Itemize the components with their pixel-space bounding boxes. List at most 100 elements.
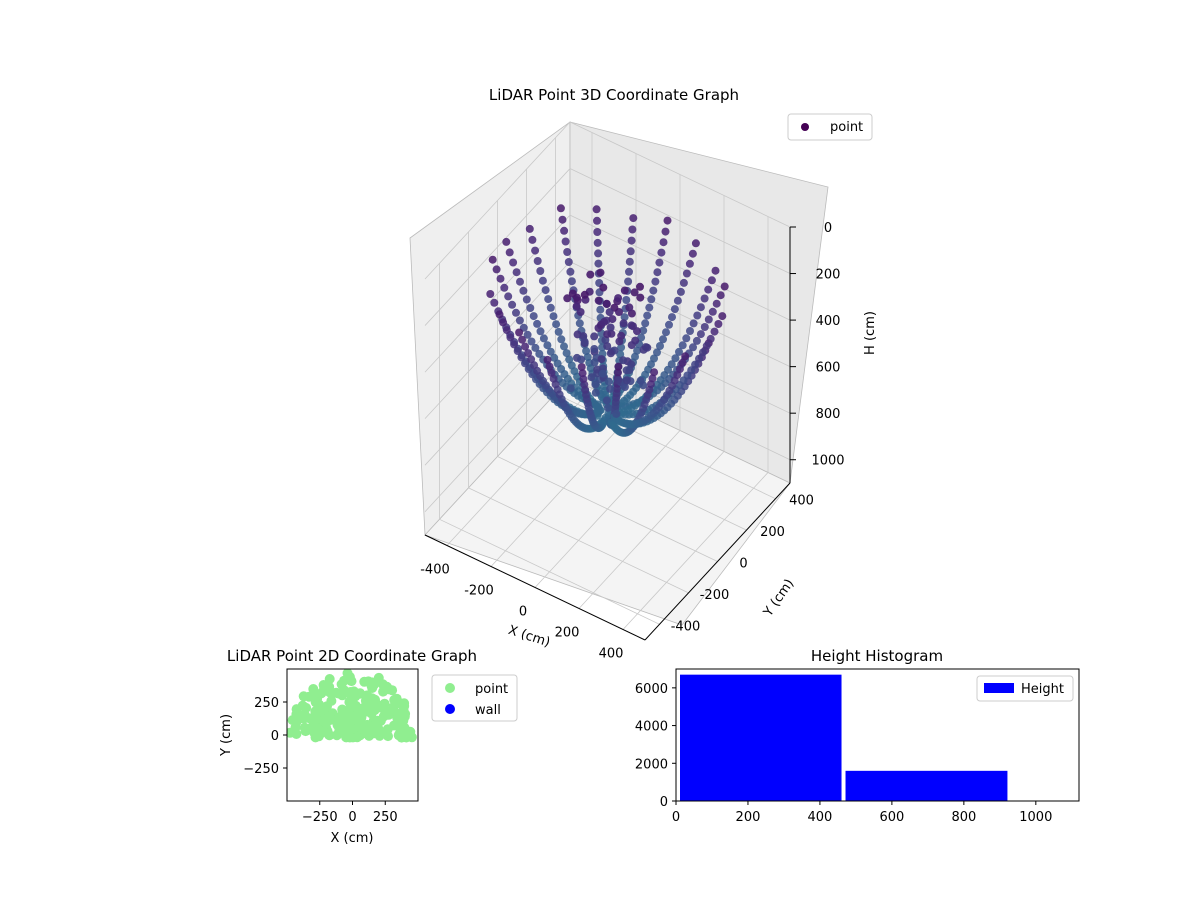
- point-3d: [721, 283, 729, 291]
- point-3d: [665, 321, 673, 329]
- point-3d: [709, 308, 717, 316]
- point-3d: [496, 310, 504, 318]
- point-3d: [516, 278, 524, 286]
- point-3d: [603, 300, 611, 308]
- point-3d: [593, 205, 601, 213]
- point-3d: [516, 317, 524, 325]
- point-3d: [668, 313, 676, 321]
- histogram-x-tick-label: 600: [879, 810, 904, 825]
- point-3d: [653, 268, 661, 276]
- point-3d: [581, 338, 589, 346]
- point-3d: [490, 299, 498, 307]
- point-3d: [693, 337, 701, 345]
- point-3d: [569, 290, 577, 298]
- point-3d: [506, 333, 514, 341]
- x-tick-label-3d: 200: [555, 626, 580, 641]
- point-3d: [544, 356, 552, 364]
- point-3d: [493, 265, 501, 273]
- point-3d: [650, 368, 658, 376]
- point-3d: [562, 238, 570, 246]
- y-tick-label-2d: 250: [254, 696, 279, 711]
- point-3d: [647, 295, 655, 303]
- histogram-x-tick-label: 1000: [1019, 810, 1052, 825]
- point-2d: [367, 696, 377, 706]
- point-3d: [693, 312, 701, 320]
- histogram-bar: [680, 675, 842, 801]
- x-axis-label-3d: X (cm): [506, 623, 552, 651]
- point-3d: [697, 330, 705, 338]
- point-2d: [337, 679, 347, 689]
- point-3d: [620, 319, 628, 327]
- point-3d: [649, 287, 657, 295]
- histogram-x-tick-label: 200: [736, 810, 761, 825]
- point-3d: [707, 335, 715, 343]
- point-3d: [612, 410, 620, 418]
- point-2d: [347, 696, 357, 706]
- point-3d: [643, 312, 651, 320]
- point-3d: [486, 290, 494, 298]
- z-tick-label-3d: 600: [816, 361, 841, 376]
- point-3d: [547, 304, 555, 312]
- point-3d: [655, 259, 663, 267]
- point-3d: [506, 248, 514, 256]
- y-axis-label-3d: Y (cm): [760, 576, 797, 620]
- point-3d: [513, 268, 521, 276]
- point-3d: [662, 228, 670, 236]
- legend-3d-label-point: point: [830, 120, 863, 135]
- point-3d: [590, 345, 598, 353]
- point-3d: [593, 228, 601, 236]
- histogram-title: Height Histogram: [811, 647, 943, 665]
- point-2d: [325, 674, 335, 684]
- point-3d: [594, 249, 602, 257]
- point-2d: [300, 709, 310, 719]
- y-tick-label-3d: -200: [700, 588, 730, 603]
- histogram-y-tick-label: 4000: [635, 720, 668, 735]
- plot-area-2d: [285, 668, 417, 742]
- point-3d: [540, 334, 548, 342]
- point-3d: [560, 227, 568, 235]
- point-3d: [697, 303, 705, 311]
- point-3d: [515, 329, 523, 337]
- point-3d: [555, 328, 563, 336]
- point-3d: [714, 320, 722, 328]
- z-tick-label-3d: 800: [816, 407, 841, 422]
- point-3d: [622, 296, 630, 304]
- legend-2d-label-wall: wall: [475, 703, 501, 718]
- point-2d: [367, 709, 377, 719]
- point-3d: [629, 322, 637, 330]
- point-3d: [625, 303, 633, 311]
- point-3d: [536, 267, 544, 275]
- point-3d: [692, 239, 700, 247]
- point-3d: [627, 247, 635, 255]
- point-3d: [645, 304, 653, 312]
- point-3d: [512, 309, 520, 317]
- point-3d: [686, 260, 694, 268]
- point-3d: [598, 355, 606, 363]
- x-axis-label-2d: X (cm): [331, 831, 374, 846]
- y-tick-label-3d: -400: [671, 619, 701, 634]
- point-3d: [711, 328, 719, 336]
- point-3d: [591, 380, 599, 388]
- point-3d: [577, 356, 585, 364]
- point-3d: [624, 278, 632, 286]
- point-2d: [392, 694, 402, 704]
- point-3d: [489, 256, 497, 264]
- histogram-y-tick-label: 0: [660, 795, 668, 810]
- point-2d: [347, 676, 357, 686]
- histogram-bars: [680, 675, 1007, 801]
- point-3d: [628, 237, 636, 245]
- point-3d: [597, 269, 605, 277]
- point-3d: [519, 287, 527, 295]
- point-3d: [521, 343, 529, 351]
- chart-3d: LiDAR Point 3D Coordinate Graph -400-200…: [410, 86, 878, 662]
- histogram-x-tick-label: 800: [951, 810, 976, 825]
- point-3d: [625, 268, 633, 276]
- y-tick-label-3d: 400: [789, 494, 814, 509]
- point-3d: [502, 238, 510, 246]
- legend-2d-label-point: point: [475, 682, 508, 697]
- point-3d: [662, 328, 670, 336]
- point-3d: [621, 383, 629, 391]
- chart-2d-title: LiDAR Point 2D Coordinate Graph: [227, 647, 477, 665]
- point-3d: [528, 236, 536, 244]
- point-3d: [683, 270, 691, 278]
